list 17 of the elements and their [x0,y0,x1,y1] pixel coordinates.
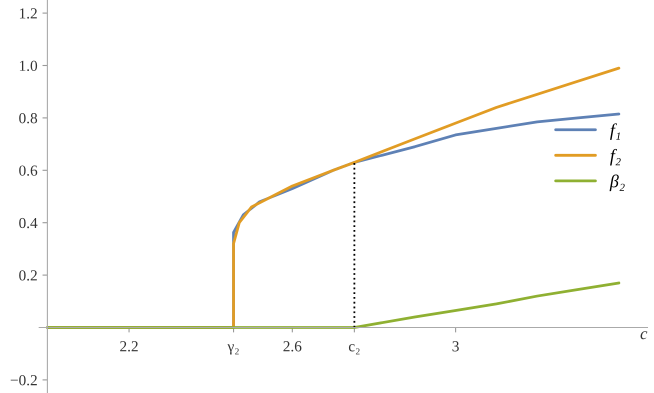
y-tick-label: 0.2 [19,270,37,281]
x-axis-title: c [640,331,648,340]
x-tick-label: 2.2 [120,341,138,352]
x-tick-label: 3 [452,341,459,352]
y-tick-label: 0.4 [19,218,38,228]
y-tick-label: 1.0 [20,60,38,72]
x-tick-label: c₂ [348,344,360,354]
y-tick-label: 0.6 [19,165,38,176]
x-tick-label: γ₂ [227,344,239,355]
y-tick-label: 1.2 [20,8,37,19]
x-tick-label: 2.6 [283,341,302,352]
legend-label: f₁ [610,123,620,140]
line-series [46,282,620,329]
y-tick-label: −0.2 [10,375,37,386]
legend-label: f₂ [610,148,621,166]
legend-label: β₂ [610,174,625,192]
y-tick-label: 0.8 [19,113,38,124]
